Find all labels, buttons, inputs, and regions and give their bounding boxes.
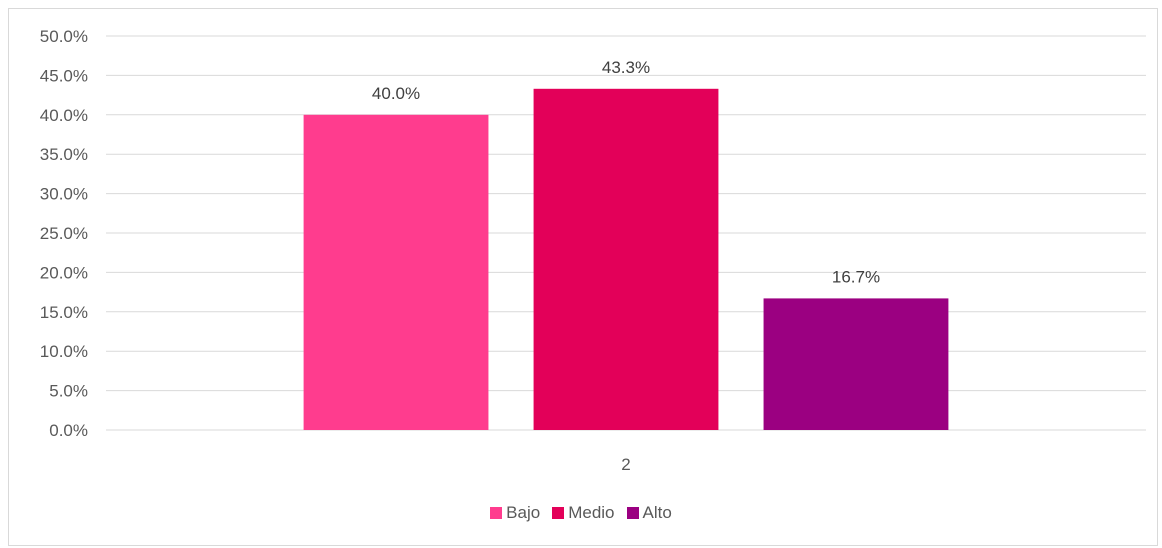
chart-legend: Bajo Medio Alto — [0, 503, 1162, 523]
legend-swatch — [552, 507, 565, 519]
legend-label: Alto — [642, 503, 672, 522]
y-tick-label: 0.0% — [49, 421, 88, 440]
y-tick-label: 10.0% — [40, 342, 88, 361]
y-tick-label: 35.0% — [40, 145, 88, 164]
y-tick-label: 5.0% — [49, 382, 88, 401]
legend-swatch — [490, 507, 503, 519]
legend-item-alto: Alto — [626, 503, 672, 523]
legend-label: Medio — [568, 503, 615, 522]
y-tick-label: 20.0% — [40, 263, 88, 282]
bar-medio — [533, 88, 719, 431]
legend-item-bajo: Bajo — [490, 503, 540, 523]
legend-swatch — [626, 507, 639, 519]
y-tick-label: 15.0% — [40, 303, 88, 322]
y-tick-label: 50.0% — [40, 27, 88, 46]
y-tick-label: 25.0% — [40, 224, 88, 243]
legend-item-medio: Medio — [552, 503, 615, 523]
y-tick-label: 45.0% — [40, 66, 88, 85]
data-label: 16.7% — [832, 267, 880, 286]
x-tick-label: 2 — [621, 455, 630, 474]
data-label: 40.0% — [372, 84, 420, 103]
legend-label: Bajo — [506, 503, 541, 522]
bar-alto — [763, 298, 949, 430]
data-label: 43.3% — [602, 58, 650, 77]
bar-bajo — [303, 114, 489, 431]
y-tick-label: 40.0% — [40, 106, 88, 125]
y-tick-label: 30.0% — [40, 185, 88, 204]
